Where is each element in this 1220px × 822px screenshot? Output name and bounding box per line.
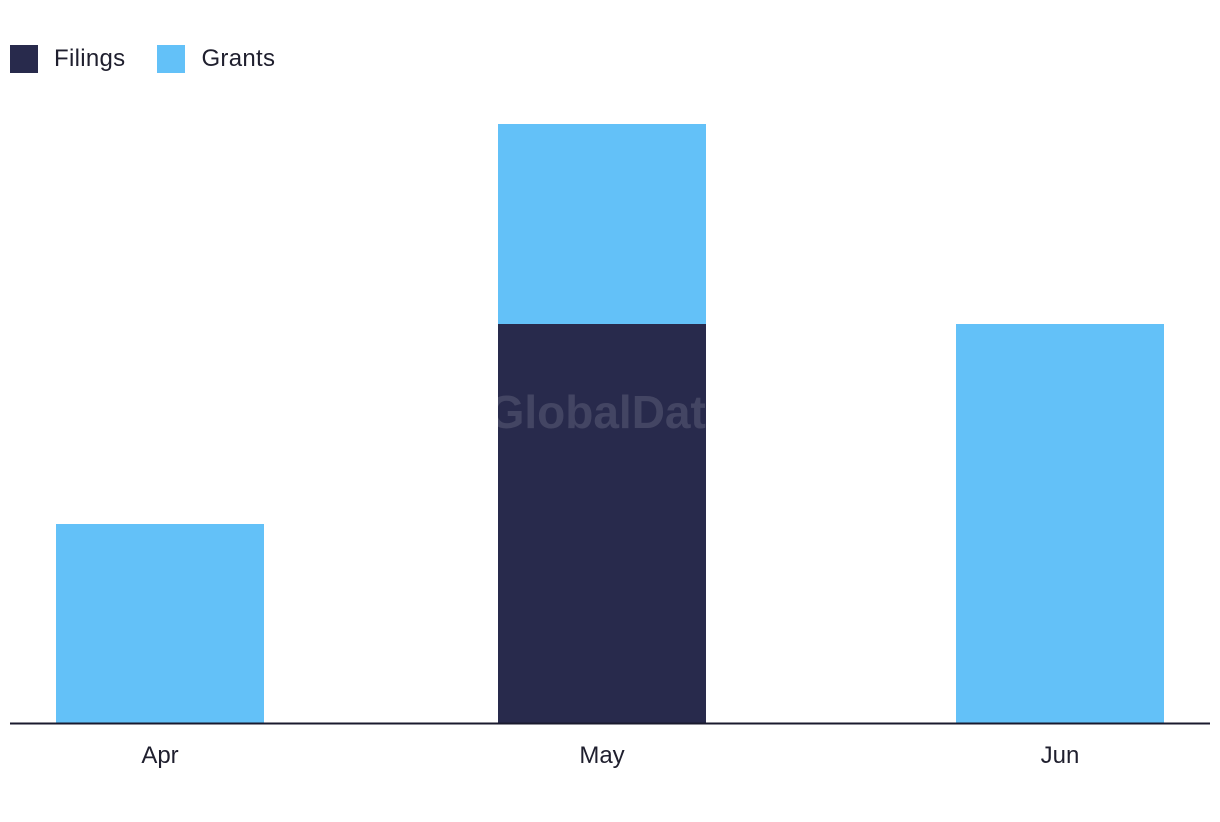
- bar-filings-may: [498, 324, 706, 724]
- legend-item-grants: Grants: [157, 45, 275, 73]
- legend-swatch-grants: [157, 45, 186, 73]
- legend-label-grants: Grants: [201, 45, 276, 72]
- bar-grants-apr: [56, 524, 264, 724]
- legend-label-filings: Filings: [54, 45, 126, 72]
- bar-grants-jun: [956, 324, 1164, 724]
- legend-swatch-filings: [10, 45, 38, 73]
- watermark: GlobalData: [489, 386, 732, 438]
- legend-item-filings: Filings: [10, 45, 125, 73]
- bar-grants-may: [498, 124, 706, 324]
- chart-legend: Filings Grants: [10, 42, 307, 76]
- x-tick-label-jun: Jun: [1041, 742, 1080, 769]
- x-tick-label-apr: Apr: [141, 742, 178, 769]
- x-tick-label-may: May: [579, 742, 624, 769]
- bars-group: [56, 124, 1164, 724]
- x-tick-labels: Apr May Jun: [141, 742, 1079, 769]
